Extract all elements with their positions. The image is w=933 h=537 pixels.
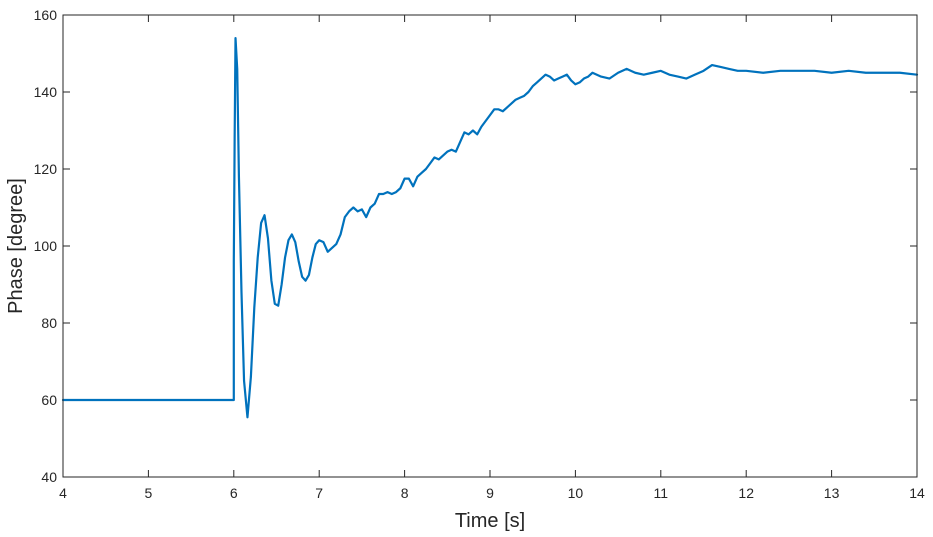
y-tick-label: 80 bbox=[41, 315, 57, 331]
x-axis-ticks: 4 5 6 7 8 9 10 11 12 13 14 bbox=[59, 15, 925, 501]
x-tick-label: 5 bbox=[145, 485, 153, 501]
x-tick-label: 8 bbox=[401, 485, 409, 501]
y-tick-label: 140 bbox=[34, 84, 58, 100]
y-tick-label: 100 bbox=[34, 238, 58, 254]
y-tick-label: 60 bbox=[41, 392, 57, 408]
plot-frame bbox=[62, 14, 918, 478]
x-tick-label: 6 bbox=[230, 485, 238, 501]
x-tick-label: 14 bbox=[909, 485, 925, 501]
x-axis-label: Time [s] bbox=[455, 510, 525, 532]
y-axis-label: Phase [degree] bbox=[5, 178, 27, 314]
y-tick-label: 120 bbox=[34, 161, 58, 177]
x-tick-label: 10 bbox=[568, 485, 584, 501]
series-line bbox=[61, 37, 919, 419]
x-tick-label: 11 bbox=[654, 485, 669, 501]
series-layer bbox=[61, 37, 919, 419]
x-tick-label: 7 bbox=[315, 485, 323, 501]
y-tick-label: 160 bbox=[34, 7, 58, 23]
x-tick-label: 13 bbox=[824, 485, 840, 501]
x-tick-label: 9 bbox=[486, 485, 494, 501]
y-axis-ticks: 40 60 80 100 120 140 160 bbox=[34, 7, 917, 485]
x-tick-label: 12 bbox=[738, 485, 754, 501]
y-tick-label: 40 bbox=[41, 469, 57, 485]
x-tick-label: 4 bbox=[59, 485, 67, 501]
